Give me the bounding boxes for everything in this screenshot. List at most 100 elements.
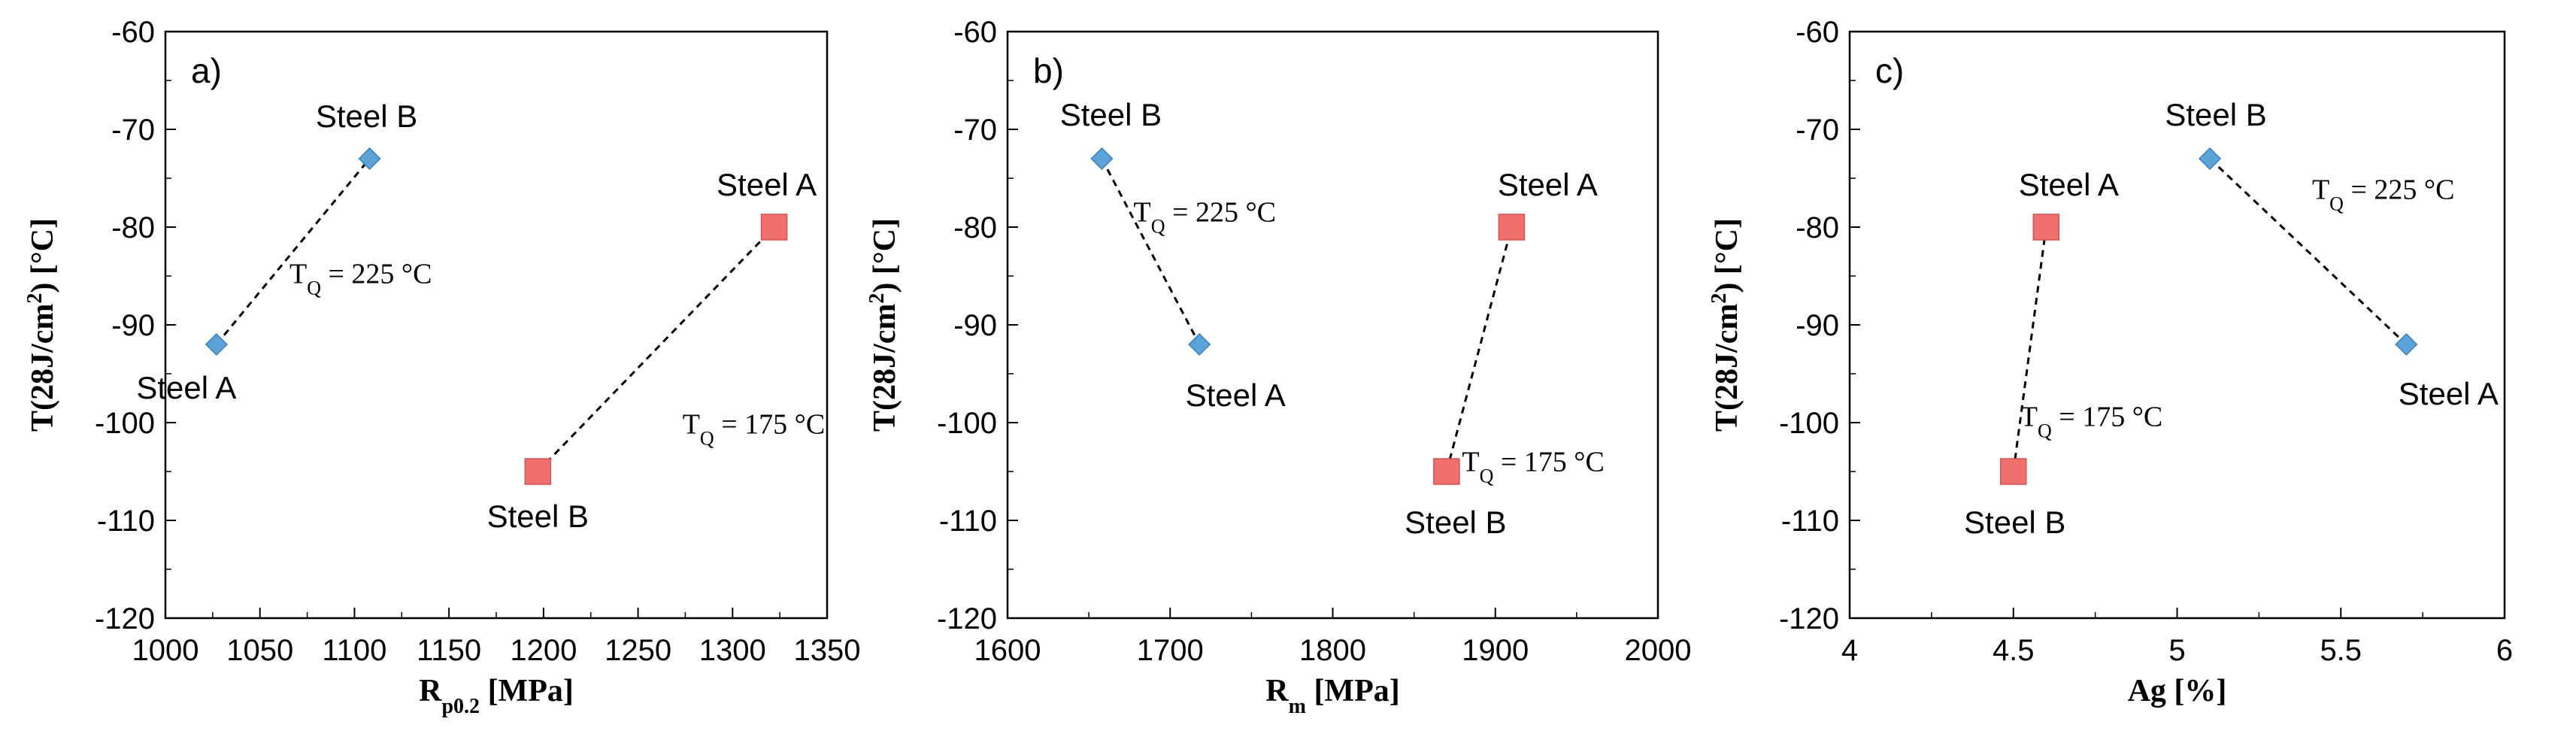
x-tick-label: 1000 xyxy=(132,634,199,667)
series-annotation-rest: = 225 °C xyxy=(321,259,432,290)
series-annotation-rest: = 175 °C xyxy=(2052,402,2162,433)
x-tick-label: 1900 xyxy=(1462,634,1529,667)
point-label: Steel B xyxy=(1964,505,2065,540)
data-point-square xyxy=(2000,458,2027,485)
series-annotation: TQ = 225 °C xyxy=(289,259,432,299)
data-point-diamond xyxy=(205,332,228,356)
x-tick-label: 1800 xyxy=(1299,634,1366,667)
x-tick-label: 1600 xyxy=(974,634,1041,667)
series-annotation-t: T xyxy=(289,259,307,290)
y-tick-label: -60 xyxy=(1796,16,1839,49)
point-label: Steel B xyxy=(487,499,589,534)
series-connector-line xyxy=(1445,226,1513,472)
series-annotation: TQ = 225 °C xyxy=(1134,197,1276,238)
series-annotation-sub: Q xyxy=(307,277,321,299)
panel-c: -120 -110 -100 -90 -80 -70 -60 4 4.5 5 5.5 6 Ag [%] T… xyxy=(1708,16,2514,708)
y-tick-label: -70 xyxy=(111,114,155,147)
y-tick-label: -120 xyxy=(937,602,997,635)
x-axis-label-rest: [MPa] xyxy=(1306,674,1400,708)
x-tick-label: 4 xyxy=(1841,634,1858,667)
y-tick-label: -110 xyxy=(97,505,155,538)
data-point-diamond xyxy=(1090,147,1114,171)
x-tick-label: 6 xyxy=(2496,634,2513,667)
y-tick-label: -90 xyxy=(953,309,997,342)
y-tick-label: -110 xyxy=(939,505,997,538)
y-axis-label-suffix: ) [°C] xyxy=(868,218,902,293)
y-tick-label: -100 xyxy=(95,407,155,440)
y-axis-label-prefix: T(28J/cm xyxy=(26,304,60,432)
y-tick-label: -80 xyxy=(111,211,155,244)
x-axis-label-main: R xyxy=(419,674,442,708)
x-tick-label: 1100 xyxy=(322,634,386,667)
point-label: Steel A xyxy=(136,370,236,405)
x-tick-label: 1150 xyxy=(417,634,481,667)
data-point-square xyxy=(1433,458,1460,485)
series-annotation-rest: = 175 °C xyxy=(714,409,825,441)
y-axis-label-suffix: ) [°C] xyxy=(1710,218,1744,293)
y-axis-label-prefix: T(28J/cm xyxy=(868,304,902,432)
series-annotation-t: T xyxy=(2020,402,2038,433)
x-axis-label-main: R xyxy=(1265,674,1289,708)
y-tick-label: -80 xyxy=(1796,211,1839,244)
series-annotation: TQ = 175 °C xyxy=(1462,447,1604,487)
x-tick-label: 1300 xyxy=(699,634,766,667)
data-point-square xyxy=(760,214,788,241)
panel-label: c) xyxy=(1875,51,1904,90)
y-tick-label: -100 xyxy=(1779,407,1839,440)
y-tick-label: -60 xyxy=(953,16,997,49)
point-label: Steel B xyxy=(1405,505,1506,540)
y-tick-label: -110 xyxy=(1781,505,1839,538)
x-tick-label: 1050 xyxy=(226,634,293,667)
y-tick-label: -120 xyxy=(1779,602,1839,635)
y-tick-label: -60 xyxy=(111,16,155,49)
x-tick-label: 5 xyxy=(2168,634,2185,667)
y-tick-label: -70 xyxy=(953,114,997,147)
y-tick-label: -120 xyxy=(95,602,155,635)
series-annotation-rest: = 225 °C xyxy=(2344,174,2454,206)
y-axis-label-sup: 2 xyxy=(23,293,47,304)
panel-label: b) xyxy=(1033,51,1064,90)
data-point-diamond xyxy=(2198,147,2222,171)
y-axis-label-sup: 2 xyxy=(865,293,889,304)
series-annotation-t: T xyxy=(1134,197,1151,229)
y-axis-label: T(28J/cm2) [°C] xyxy=(1708,218,1745,432)
x-tick-label: 1350 xyxy=(794,634,861,667)
point-label: Steel A xyxy=(1498,167,1598,202)
y-axis-label-sup: 2 xyxy=(1708,293,1731,304)
data-point-square xyxy=(524,458,552,485)
point-label: Steel A xyxy=(1186,378,1286,413)
series-connector-line xyxy=(2209,157,2408,346)
data-point-diamond xyxy=(2395,332,2418,356)
series-annotation-sub: Q xyxy=(2038,420,2052,441)
y-axis-label-prefix: T(28J/cm xyxy=(1710,304,1744,432)
y-axis-label: T(28J/cm2) [°C] xyxy=(23,218,61,432)
x-axis-label-rest: [MPa] xyxy=(480,674,574,708)
series-annotation: TQ = 175 °C xyxy=(683,409,825,450)
series-annotation-sub: Q xyxy=(2329,193,2344,214)
x-axis-label-main: Ag [%] xyxy=(2128,674,2227,708)
series-annotation: TQ = 175 °C xyxy=(2020,402,2162,442)
x-tick-label: 1200 xyxy=(510,634,577,667)
x-axis-label-sub: p0.2 xyxy=(441,695,480,718)
x-tick-label: 1250 xyxy=(605,634,671,667)
point-label: Steel A xyxy=(2399,376,2499,411)
series-annotation-t: T xyxy=(2312,174,2329,206)
data-point-square xyxy=(2032,214,2060,241)
series-connector-line xyxy=(2012,226,2047,472)
series-annotation-sub: Q xyxy=(1151,215,1165,237)
panel-b: -120 -110 -100 -90 -80 -70 -60 1600 1700 1800 1900… xyxy=(865,16,1692,718)
y-axis-label: T(28J/cm2) [°C] xyxy=(865,218,903,432)
point-label: Steel B xyxy=(2165,97,2266,132)
panel-label: a) xyxy=(191,51,222,90)
y-axis-label-suffix: ) [°C] xyxy=(26,218,60,293)
data-point-diamond xyxy=(358,147,381,171)
point-label: Steel B xyxy=(316,99,417,134)
x-axis-label-sub: m xyxy=(1289,695,1306,718)
data-point-square xyxy=(1498,214,1526,241)
y-tick-label: -90 xyxy=(111,309,155,342)
data-point-diamond xyxy=(1188,332,1211,356)
series-annotation-t: T xyxy=(1462,447,1479,478)
x-axis-label: Rm [MPa] xyxy=(1265,674,1399,718)
series-annotation-sub: Q xyxy=(1480,465,1494,487)
